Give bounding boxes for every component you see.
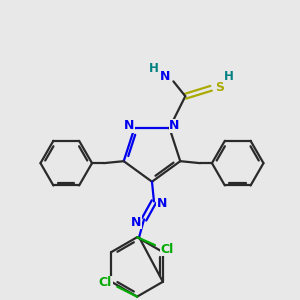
Text: N: N (131, 216, 141, 229)
Text: Cl: Cl (99, 276, 112, 289)
Text: S: S (215, 81, 224, 94)
Text: H: H (149, 62, 158, 75)
Text: N: N (124, 119, 135, 133)
Text: Cl: Cl (160, 243, 173, 256)
Text: N: N (169, 119, 180, 133)
Text: N: N (157, 197, 167, 210)
Text: N: N (160, 70, 171, 83)
Text: H: H (224, 70, 234, 83)
